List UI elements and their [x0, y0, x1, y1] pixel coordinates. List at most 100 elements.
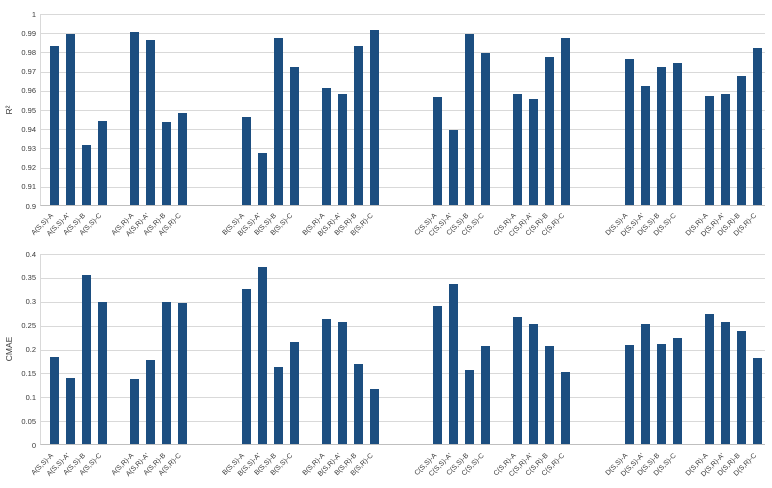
bar: [720, 93, 730, 205]
bar: [353, 363, 363, 444]
y-tick-label: 0: [31, 440, 36, 450]
bar: [513, 93, 523, 205]
gridline: [41, 277, 765, 279]
bar: [273, 37, 283, 205]
gridline: [41, 349, 765, 351]
bar: [720, 321, 730, 444]
bar: [273, 366, 283, 444]
y-tick-label: 0.1: [25, 392, 36, 402]
gridline: [41, 90, 765, 92]
gridline: [41, 14, 765, 15]
bar: [50, 357, 59, 444]
gridline: [41, 129, 765, 131]
bar: [640, 324, 650, 444]
bar: [82, 145, 91, 205]
bar: [529, 323, 539, 444]
bar: [513, 317, 523, 444]
bar: [529, 99, 539, 205]
bar: [257, 267, 267, 444]
y-tick-label: 0.05: [21, 416, 36, 426]
cmae-y-axis-title: CMAE: [4, 336, 14, 362]
y-tick-label: 0.92: [21, 163, 36, 173]
bar: [736, 330, 746, 444]
bar: [289, 342, 299, 444]
bar: [433, 305, 443, 444]
bar: [146, 360, 155, 444]
bar: [545, 57, 555, 205]
y-tick-label: 0.9: [25, 201, 36, 211]
bar: [82, 274, 91, 444]
cmae-plot-area: [40, 254, 765, 445]
y-tick-label: 0.91: [21, 182, 36, 192]
bar: [241, 116, 251, 205]
y-tick-label: 0.98: [21, 47, 36, 57]
bar: [98, 120, 107, 205]
y-tick-label: 0.35: [21, 273, 36, 283]
gridline: [41, 421, 765, 423]
bar: [433, 97, 443, 205]
y-tick-label: 0.97: [21, 67, 36, 77]
y-tick-label: 0.99: [21, 28, 36, 38]
y-tick-label: 1: [31, 9, 36, 19]
bar: [465, 370, 475, 444]
bar: [561, 371, 571, 444]
gridline: [41, 33, 765, 35]
bar: [656, 66, 666, 205]
bar: [98, 302, 107, 444]
y-tick-label: 0.4: [25, 249, 36, 259]
bar: [337, 322, 347, 444]
bar: [241, 288, 251, 444]
gridline: [41, 52, 765, 54]
bar: [449, 284, 459, 444]
bar: [465, 34, 475, 205]
bar: [624, 59, 634, 205]
r2-y-axis-title: R²: [4, 105, 14, 115]
y-tick-label: 0.93: [21, 143, 36, 153]
bar: [257, 153, 267, 205]
bar: [449, 130, 459, 205]
gridline: [41, 301, 765, 303]
gridline: [41, 71, 765, 73]
bar: [130, 378, 139, 444]
bar: [672, 338, 682, 444]
cmae-chart: CMAE 0.4 0.35 0.3 0.25 0.2 0.15 0.1 0.05 0 A(S,S)…: [0, 244, 772, 488]
bar: [146, 39, 155, 205]
gridline: [41, 148, 765, 150]
bar: [162, 301, 171, 444]
bar: [353, 45, 363, 205]
y-tick-label: 0.3: [25, 297, 36, 307]
gridline: [41, 325, 765, 327]
gridline: [41, 254, 765, 255]
y-tick-label: 0.15: [21, 368, 36, 378]
bar: [130, 32, 139, 205]
bar: [561, 37, 571, 205]
y-tick-label: 0.96: [21, 86, 36, 96]
bar: [337, 93, 347, 205]
bar: [369, 30, 379, 205]
r2-chart: R² 1 0.99 0.98 0.97 0.96 0.95 0.94 0.93 0.92 0.91…: [4, 9, 765, 238]
bar: [162, 122, 171, 205]
y-tick-label: 0.94: [21, 124, 36, 134]
bar: [752, 358, 762, 444]
bar: [481, 346, 491, 444]
bar: [704, 314, 714, 444]
y-tick-label: 0.25: [21, 321, 36, 331]
gridline: [41, 110, 765, 111]
gridline: [41, 186, 765, 188]
bar: [66, 377, 75, 444]
y-tick-label: 0.2: [25, 345, 36, 354]
bar: [321, 87, 331, 205]
gridline: [41, 373, 765, 375]
gridline: [41, 167, 765, 169]
bar: [66, 34, 75, 205]
y-tick-label: 0.95: [21, 105, 36, 115]
bar: [704, 95, 714, 205]
bar: [656, 343, 666, 444]
bar: [545, 346, 555, 444]
bar: [752, 47, 762, 205]
bar: [178, 302, 187, 444]
gridline: [41, 397, 765, 399]
bar: [50, 45, 59, 205]
